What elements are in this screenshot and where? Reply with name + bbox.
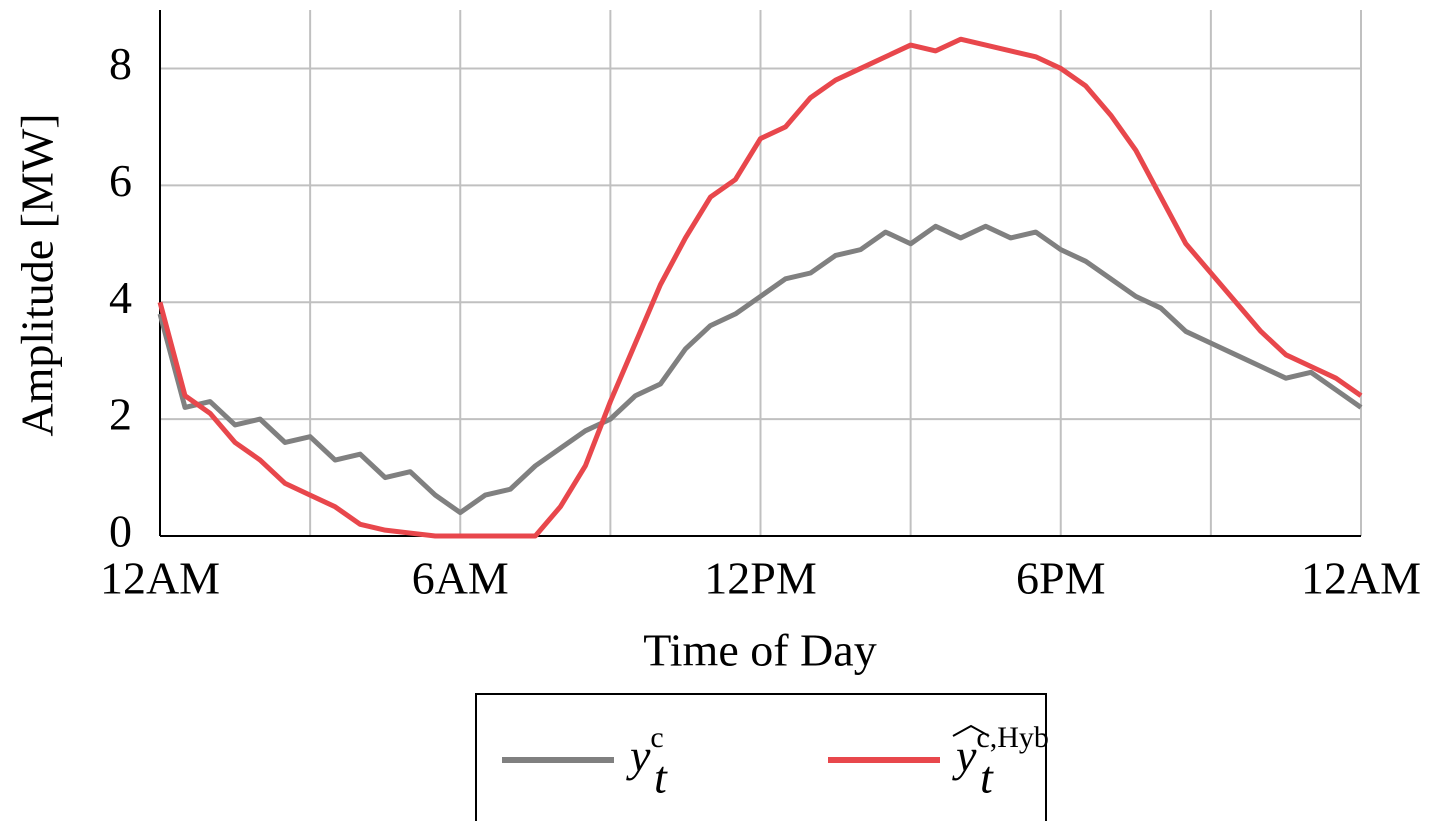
legend-superscript: c: [650, 721, 663, 754]
series-line: [157, 36, 1363, 539]
x-tick-label: 12AM: [100, 553, 220, 604]
y-tick-label: 2: [109, 389, 132, 440]
y-tick-label: 6: [109, 155, 132, 206]
legend-name: y: [626, 730, 651, 781]
x-tick-label: 6AM: [412, 553, 509, 604]
y-tick-label: 0: [109, 506, 132, 557]
y-tick-label: 8: [109, 38, 132, 89]
legend-name: y: [952, 730, 977, 781]
x-tick-label: 12AM: [1301, 553, 1421, 604]
legend-subscript: t: [654, 752, 668, 803]
legend-label: yc: [626, 721, 664, 781]
series-line: [157, 223, 1363, 516]
legend-superscript: c,Hyb: [976, 721, 1048, 754]
y-axis-label: Amplitude [MW]: [12, 113, 63, 436]
x-tick-label: 6PM: [1016, 553, 1105, 604]
legend-label: yc,Hyb: [952, 721, 1049, 781]
x-axis-label: Time of Day: [643, 625, 876, 676]
x-tick-label: 12PM: [704, 553, 816, 604]
legend-hat: [952, 724, 990, 737]
y-tick-label: 4: [109, 272, 132, 323]
legend-subscript: t: [980, 752, 994, 803]
axes: [159, 10, 1361, 537]
